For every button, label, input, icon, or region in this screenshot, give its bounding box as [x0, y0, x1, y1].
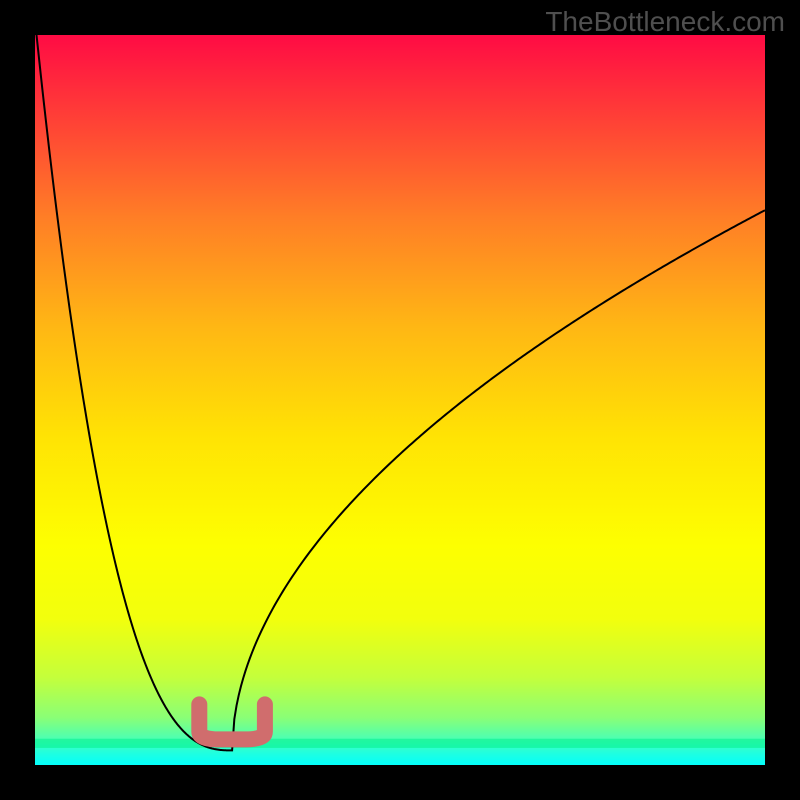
plot-area [35, 35, 765, 765]
chart-frame: TheBottleneck.com [0, 0, 800, 800]
gradient-background [35, 35, 765, 765]
green-band [35, 739, 765, 748]
watermark-text: TheBottleneck.com [545, 6, 785, 38]
plot-svg [35, 35, 765, 765]
